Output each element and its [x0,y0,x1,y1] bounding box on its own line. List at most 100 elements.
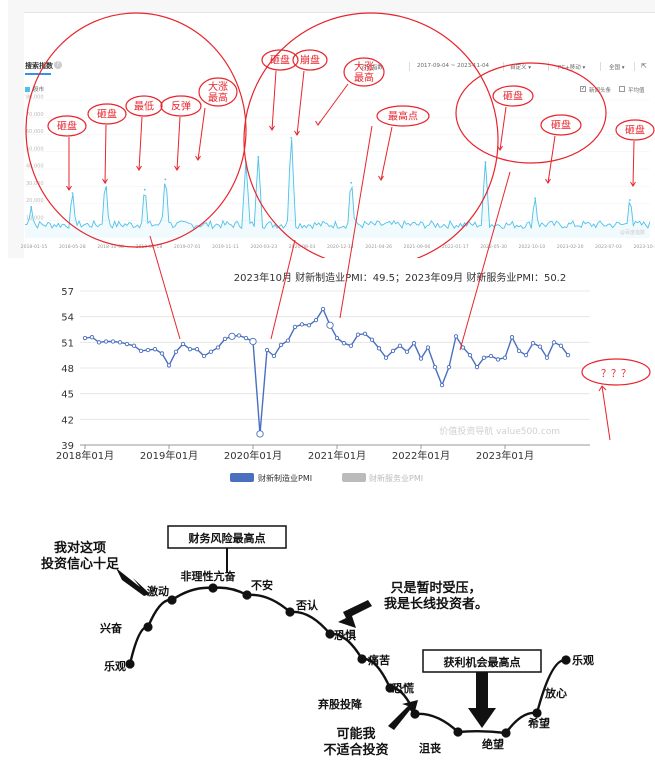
checkbox-average[interactable] [619,86,625,92]
annotation-arrow [296,70,305,136]
x-tick-label: 2018年01月 [56,449,114,462]
compare-index-link[interactable]: 对比指数 [361,65,384,71]
y-tick-label: 45 [61,390,74,401]
data-point [228,332,236,340]
data-point [320,306,326,312]
region-dropdown[interactable]: 全国 ▾ [609,65,625,71]
cycle-node [532,708,542,718]
question-circle-icon[interactable]: ? [54,61,62,69]
spike-point [534,197,536,200]
stage-label: 绝望 [482,737,504,751]
annotation-label: 最高 [208,91,228,104]
annotation-arrow [271,70,277,131]
annotation-label: 反弹 [171,100,191,113]
x-tick-label: 2022年01月 [392,449,450,462]
checkbox-news[interactable]: ✓ [580,86,586,92]
annotation-label: 大涨 [208,80,228,93]
stage-label: 恐惧 [334,628,356,642]
y-tick-label: 80,000 [26,95,44,101]
chevron-down-icon: ▾ [528,65,532,71]
data-point [390,348,396,354]
data-point [348,343,354,348]
x-tick-label: 2020年01月 [224,449,282,462]
data-point [544,355,550,360]
data-point [180,341,186,347]
cycle-node [325,629,335,639]
data-point [82,335,88,341]
checkbox-average-label: 平均值 [628,88,645,94]
data-point [222,336,228,342]
toolbar-divider [548,62,549,71]
data-point [236,333,242,338]
annotation-arrowhead [598,385,607,392]
x-tick-label: 2021年01月 [308,449,366,462]
custom-range-dropdown[interactable]: 自定义 ▾ [510,65,532,71]
data-point [481,355,487,360]
stage-label: 恐慌 [392,681,414,695]
stage-label: 希望 [527,716,550,730]
note-confident: 投资信心十足 [41,556,120,572]
annotation-arrowhead [269,125,275,131]
spike-point [164,178,167,181]
annotation-arrowhead [630,181,636,187]
note-long-term-arrow [338,600,372,628]
annotation-label: 砸盘 [97,108,117,121]
annotation-label-bubble [492,85,534,107]
series-area-fill [25,139,650,238]
date-range-display[interactable]: 2017-09-04 ~ 2023-11-04 [417,63,490,69]
annotation-label-bubble [343,57,385,87]
x-tick-label: 2022-01-17 [442,244,469,250]
data-point [159,351,165,356]
data-point [369,337,375,342]
export-icon[interactable]: ⇱ [641,62,647,70]
annotation-arrow [547,135,556,184]
annotation-arrowhead [315,120,321,126]
pmi-chart: 2023年10月 财新制造业PMI：49.5；2023年09月 财新服务业PMI… [56,125,651,483]
data-point [278,342,284,348]
data-point [439,382,445,388]
data-point [306,323,312,328]
spike-point [290,137,293,139]
cycle-node [385,683,395,693]
legend-label: 财新服务业PMI [369,473,423,483]
data-point [362,331,368,336]
y-tick-label: 60,000 [26,129,44,135]
tab-underline [25,73,51,75]
data-point [152,347,158,352]
annotation-label-bubble [87,103,127,125]
annotation-label-bubble [47,115,87,137]
annotation-label-bubble [615,119,655,141]
series-line-manufacturing [84,307,569,434]
data-point [131,343,137,348]
x-tick-label: 2018-01-15 [21,244,48,250]
data-point [355,332,361,337]
data-point [96,340,102,345]
annotation-arrowhead [136,165,142,171]
data-point [249,337,257,346]
toolbar-divider [600,62,601,71]
legend-label: 股市 [33,87,45,93]
stage-label: 否认 [295,598,319,612]
annotation-label-bubble [540,114,582,136]
tab-search-index[interactable]: 搜索指数 [25,62,53,70]
stage-label: 痛苦 [367,653,390,667]
x-tick-label: 2019-11-11 [212,244,239,250]
x-tick-label: 2018-05-28 [59,244,86,250]
data-point [432,364,438,370]
stage-label: 沮丧 [419,741,442,755]
spike-point [143,188,146,191]
data-point [530,341,536,346]
data-point [117,340,123,345]
annotation-circle [243,12,499,258]
annotation-label-bubble [376,105,430,127]
x-tick-label: 2019-07-01 [174,244,201,250]
note-not-suited-arrow [388,700,418,730]
watermark: @百度指数 [620,229,645,236]
device-dropdown[interactable]: PC+移动 ▾ [558,65,586,71]
data-point [166,363,172,368]
annotation-arrowhead [497,145,503,151]
annotation-label: 最低 [134,100,154,113]
stage-label: 兴奋 [100,621,123,635]
y-tick-label: 54 [61,313,74,324]
toolbar-divider [634,62,635,71]
